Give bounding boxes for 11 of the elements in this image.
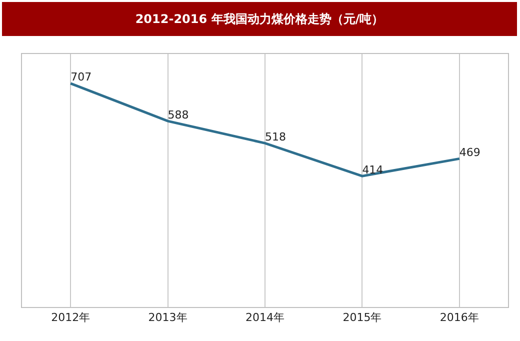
data-label: 469 [459, 146, 480, 159]
x-tick-label: 2015年 [342, 311, 382, 324]
data-label: 518 [265, 130, 286, 144]
data-label: 414 [362, 163, 384, 176]
x-tick-label: 2016年 [440, 311, 479, 324]
x-tick-label: 2012年 [51, 311, 90, 324]
chart-title: 2012-2016 年我国动力煤价格走势（元/吨） [2, 2, 517, 36]
data-label: 588 [168, 108, 189, 122]
x-tick-label: 2014年 [246, 311, 284, 324]
data-label: 707 [70, 70, 92, 84]
x-tick-label: 2013年 [148, 311, 188, 324]
